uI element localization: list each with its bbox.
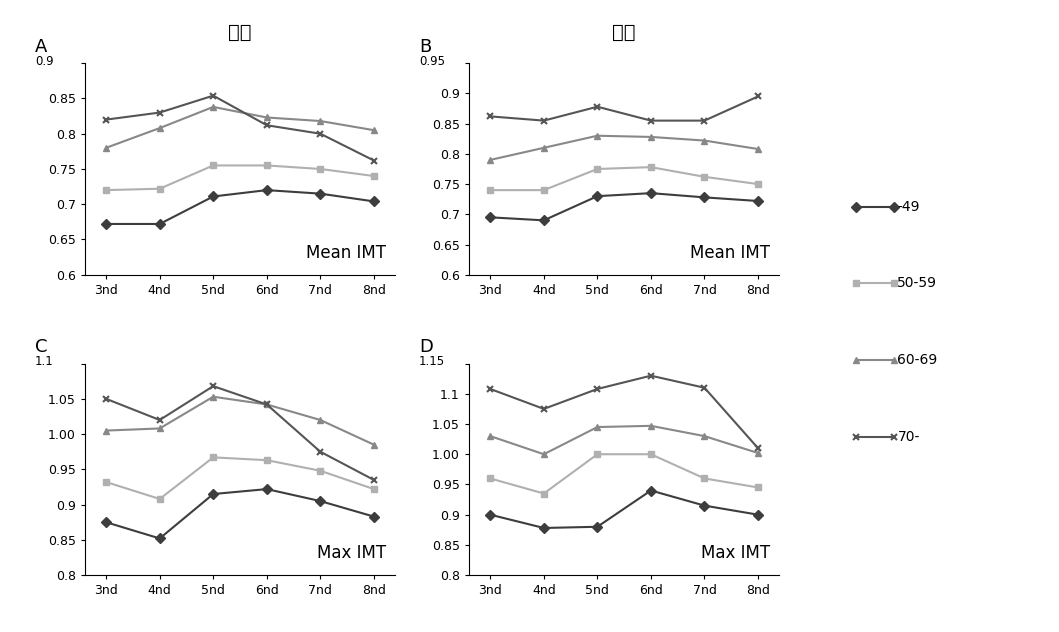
Text: 1.1: 1.1 xyxy=(35,355,54,368)
Text: Max IMT: Max IMT xyxy=(701,544,770,562)
Text: 70-: 70- xyxy=(897,430,920,444)
Text: Max IMT: Max IMT xyxy=(317,544,385,562)
Text: -49: -49 xyxy=(897,200,920,214)
Text: Mean IMT: Mean IMT xyxy=(306,244,385,262)
Text: C: C xyxy=(35,338,48,356)
Text: 0.95: 0.95 xyxy=(419,55,445,68)
Text: 60-69: 60-69 xyxy=(897,353,937,367)
Text: 50-59: 50-59 xyxy=(897,276,937,290)
Text: A: A xyxy=(35,38,48,56)
Title: 여성: 여성 xyxy=(229,23,252,42)
Text: 0.9: 0.9 xyxy=(35,55,54,68)
Text: B: B xyxy=(419,38,431,56)
Text: Mean IMT: Mean IMT xyxy=(690,244,770,262)
Title: 남성: 남성 xyxy=(612,23,635,42)
Text: 1.15: 1.15 xyxy=(419,355,445,368)
Text: D: D xyxy=(419,338,433,356)
